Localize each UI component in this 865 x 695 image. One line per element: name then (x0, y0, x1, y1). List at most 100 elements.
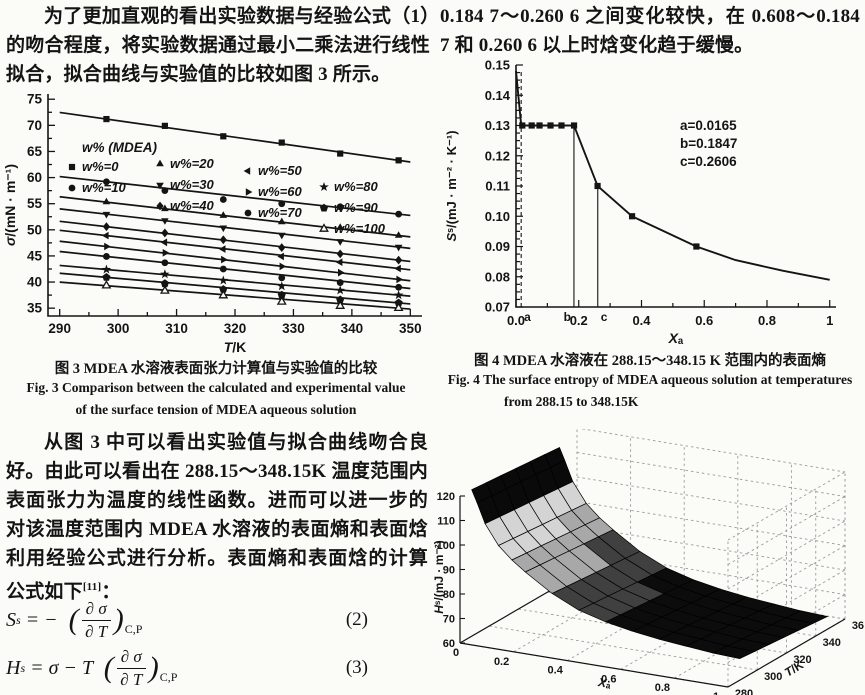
fig4-guide-lines: a b c (520, 71, 608, 324)
tick-label: 360 (852, 620, 864, 632)
tick-label: 1 (826, 313, 833, 328)
tick-label: 0.15 (485, 58, 510, 73)
analysis-text-tail: ： (101, 581, 121, 603)
tick-label: 320 (793, 654, 811, 666)
tick-label: 0.0 (507, 313, 525, 328)
equation-2-number: (2) (345, 609, 368, 630)
tick-label: 60 (443, 638, 455, 650)
figure-3-caption-en-line1: Fig. 3 Comparison between the calculated… (26, 380, 406, 395)
eq3-numerator: ∂ σ (116, 647, 146, 669)
fig3-svg: 35 40 45 50 55 60 65 70 75 290 300 310 320 330 340 350 T… (2, 92, 422, 355)
tick-label: 340 (341, 321, 364, 336)
tick-label: 0.8 (758, 313, 776, 328)
figure-4-caption-cn: 图 4 MDEA 水溶液在 288.15～348.15 K 范围内的表面熵 (473, 353, 827, 369)
figure-3-caption-en-line2: of the surface tension of MDEA aqueous s… (75, 402, 357, 417)
fig3-legend-title: w% (MDEA) (82, 140, 157, 155)
eq2-lhs: S (6, 608, 16, 631)
fig5-svg: 60 70 80 90 100 110 120 0 0.2 0.4 0.6 0.8 1 280 300 320… (434, 429, 864, 695)
eq2-open-paren: ( (68, 603, 79, 637)
fig4-curve (515, 70, 830, 281)
tick-label: 340 (823, 637, 841, 649)
fig4-axis-letter-a: a (524, 310, 531, 324)
tick-label: 60 (27, 170, 42, 185)
fig3-axes: 35 40 45 50 55 60 65 70 75 290 300 310 320 330 340 350 T… (2, 92, 422, 355)
eq3-denominator: ∂ T (120, 669, 143, 689)
fig3-y-axis-label: σ/(mN · m⁻¹) (2, 164, 18, 246)
fig4-y-axis-label: Sˢ/(mJ · m⁻² · K⁻¹) (444, 130, 459, 241)
intro-paragraph: 为了更加直观的看出实验数据与经验公式（1）的吻合程度，将实验数据通过最小二乘法进… (6, 6, 430, 85)
tick-label: 300 (764, 671, 782, 683)
tick-label: 110 (437, 516, 455, 528)
eq3-lhs: H (6, 656, 21, 679)
eq2-numerator: ∂ σ (81, 599, 111, 621)
tick-label: 0.11 (485, 179, 510, 194)
fig4-axis-letter-c: c (601, 310, 608, 324)
fig3-x-axis-label: T/K (224, 339, 247, 355)
figure-4-caption-en-line2: from 288.15 to 348.15K (504, 394, 639, 409)
figure-4-caption-en-line1: Fig. 4 The surface entropy of MDEA aqueo… (447, 372, 853, 387)
fig4-annotation-line: c=0.2606 (680, 154, 737, 169)
fig3-legend-item: w%=70 (258, 205, 302, 220)
fig3-legend-item: w%=90 (334, 200, 378, 215)
tick-label: 0.10 (485, 209, 510, 224)
fig3-legend-item: w%=30 (170, 177, 214, 192)
tick-label: 35 (27, 301, 43, 316)
eq2-superscript: s (16, 612, 21, 627)
tick-label: 0.4 (548, 665, 564, 677)
tick-label: 330 (282, 321, 305, 336)
tick-label: 320 (224, 321, 247, 336)
figure-5-surface-chart: 60 70 80 90 100 110 120 0 0.2 0.4 0.6 0.8 1 280 300 320… (434, 429, 864, 695)
fig5-z-axis-label: Hˢ/(mJ · m⁻²) (434, 540, 446, 614)
tick-label: 65 (27, 144, 43, 159)
eq2-close-paren: ) (113, 603, 124, 637)
eq3-subscript: C,P (159, 670, 178, 685)
fig4-x-axis-label: Xₐ (668, 330, 684, 345)
tick-label: 0.2 (570, 313, 588, 328)
tick-label: 0.07 (485, 300, 510, 315)
tick-label: 0.6 (695, 313, 713, 328)
fig3-legend-item: w%=100 (334, 221, 386, 236)
analysis-text: 从图 3 中可以看出实验值与拟合曲线吻合良好。由此可以看出在 288.15～34… (6, 432, 428, 603)
enthalpy-paragraph: 0.184 7～0.260 6 之间变化较快，在 0.608～0.184 7 和… (440, 6, 860, 56)
tick-label: 40 (27, 275, 42, 290)
tick-label: 70 (443, 614, 455, 626)
analysis-paragraph: 从图 3 中可以看出实验值与拟合曲线吻合良好。由此可以看出在 288.15～34… (6, 428, 428, 606)
tick-label: 0.14 (485, 88, 511, 103)
fig3-series (59, 111, 411, 312)
tick-label: 1 (713, 691, 719, 695)
tick-label: 350 (399, 321, 422, 336)
tick-label: 0.08 (485, 269, 510, 284)
fig5-tick-labels: 60 70 80 90 100 110 120 0 0.2 0.4 0.6 0.8 1 280 300 320… (437, 491, 864, 695)
fig5-surface-mesh (471, 447, 829, 659)
fig3-legend-item: w%=60 (258, 184, 302, 199)
tick-label: 45 (27, 248, 43, 263)
tick-label: 90 (443, 565, 455, 577)
tick-label: 80 (443, 589, 455, 601)
fig4-axes: 0.07 0.08 0.09 0.10 0.11 0.12 0.13 0.14 0.15 0.0 0… (444, 58, 836, 345)
tick-label: 70 (27, 118, 42, 133)
tick-label: 50 (27, 222, 42, 237)
tick-label: 300 (107, 321, 130, 336)
tick-label: 0.09 (485, 239, 510, 254)
eq3-close-paren: ) (148, 651, 159, 685)
tick-label: 0.13 (485, 118, 510, 133)
figure-3-chart: 35 40 45 50 55 60 65 70 75 290 300 310 320 330 340 350 T… (2, 88, 430, 356)
tick-label: 55 (27, 196, 43, 211)
fig4-annotation-line: b=0.1847 (680, 136, 737, 151)
fig3-legend-item: w%=0 (82, 159, 119, 174)
equation-3-number: (3) (345, 657, 368, 678)
tick-label: 0.12 (485, 148, 510, 163)
eq2-relation: = − (20, 608, 68, 631)
fig3-legend-item: w%=40 (170, 198, 214, 213)
eq3-open-paren: ( (103, 651, 114, 685)
fig3-legend-item: w%=20 (170, 156, 214, 171)
fig3-legend: w% (MDEA) w%=0 w%=10 w%=20 w%=30 w%=40 w%=50 w%… (68, 140, 386, 236)
fig4-annotation: a=0.0165 b=0.1847 c=0.2606 (680, 118, 737, 169)
eq2-denominator: ∂ T (85, 621, 108, 641)
figure-3-caption-cn: 图 3 MDEA 水溶液表面张力计算值与实验值的比较 (54, 361, 378, 377)
eq3-relation: = σ − T (25, 656, 103, 679)
